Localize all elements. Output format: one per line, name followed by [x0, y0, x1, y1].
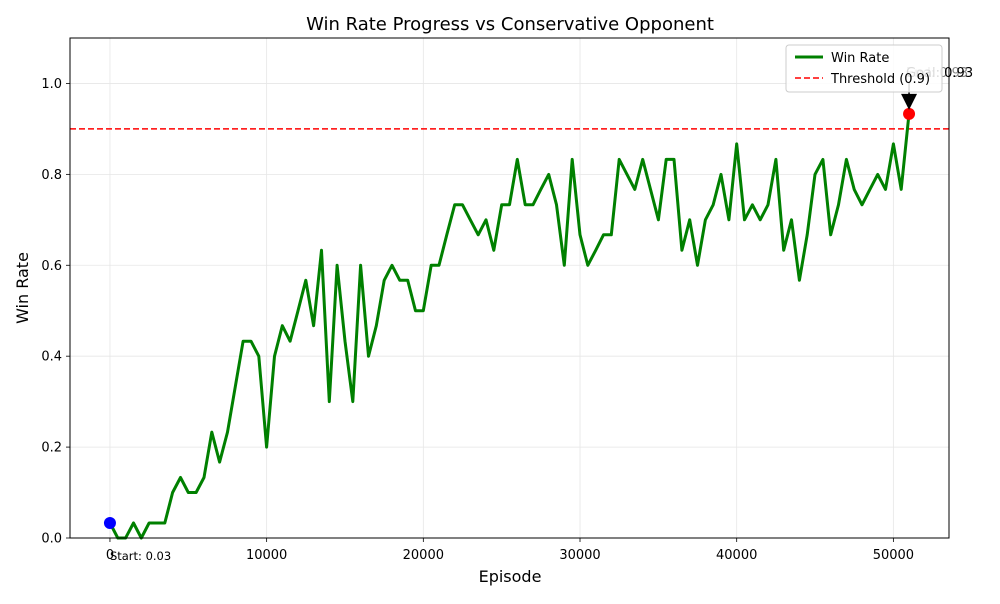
- end-point-marker: [903, 107, 916, 120]
- start-annotation: Start: 0.03: [110, 549, 171, 563]
- y-axis-label: Win Rate: [13, 252, 32, 324]
- chart-title: Win Rate Progress vs Conservative Oppone…: [306, 14, 714, 35]
- x-tick-label: 50000: [873, 548, 914, 563]
- y-tick-label: 0.4: [41, 350, 62, 365]
- y-tick-label: 0.8: [41, 168, 62, 183]
- legend-threshold-label: Threshold (0.9): [830, 72, 930, 87]
- y-tick-label: 0.2: [41, 441, 62, 456]
- legend-win-rate-label: Win Rate: [831, 51, 889, 66]
- x-tick-label: 0: [106, 548, 114, 563]
- win-rate-line: [108, 113, 911, 540]
- x-tick-label: 30000: [559, 548, 600, 563]
- y-tick-label: 1.0: [41, 77, 62, 92]
- x-tick-label: 40000: [716, 548, 757, 563]
- y-tick-label: 0.0: [41, 532, 62, 547]
- x-axis-ticks: 0 10000 20000 30000 40000 50000: [106, 538, 914, 563]
- grid-lines: [70, 38, 949, 539]
- x-tick-label: 20000: [403, 548, 444, 563]
- x-axis-label: Episode: [479, 567, 542, 586]
- legend: Win Rate Threshold (0.9): [785, 44, 943, 93]
- start-point-marker: [103, 517, 116, 529]
- x-tick-label: 10000: [246, 548, 287, 563]
- plot-frame: [69, 37, 950, 539]
- y-tick-label: 0.6: [41, 259, 62, 274]
- y-axis-ticks: 0.0 0.2 0.4 0.6 0.8 1.0: [41, 77, 70, 547]
- legend-box: [785, 44, 943, 93]
